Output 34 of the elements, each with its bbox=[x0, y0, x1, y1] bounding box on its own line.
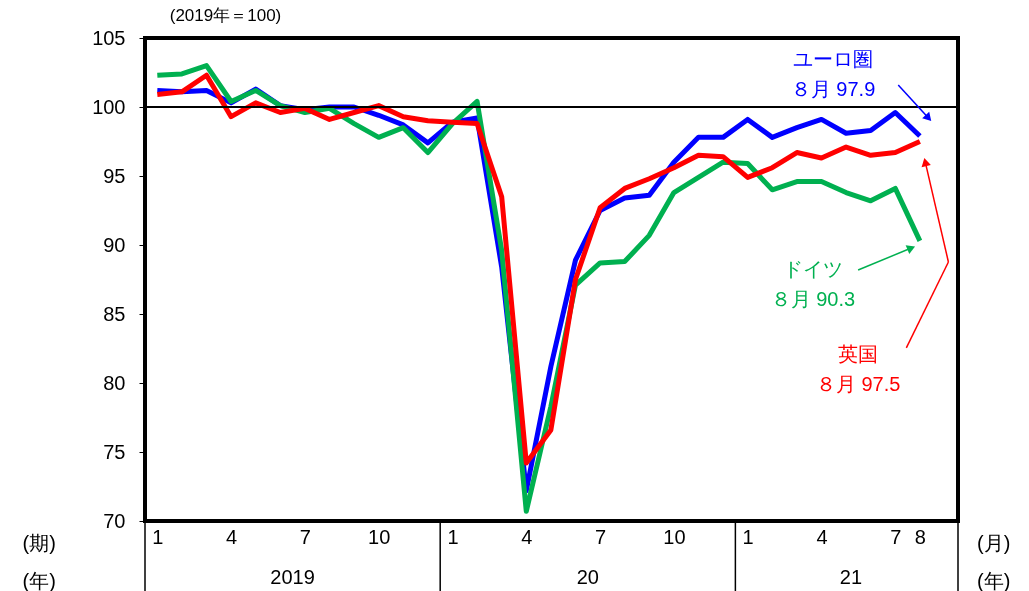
x-tick-label: 1 bbox=[447, 525, 459, 548]
annotation: ８月 97.9 bbox=[790, 77, 876, 100]
y-axis-title: (2019年＝100) bbox=[169, 5, 282, 25]
x-tick-label: 7 bbox=[299, 525, 311, 548]
x-tick-label: 10 bbox=[663, 525, 686, 548]
x-tick-label: 1 bbox=[152, 525, 164, 548]
x-tick-label: 7 bbox=[890, 525, 902, 548]
y-tick-label: 95 bbox=[103, 164, 126, 187]
text: (年) bbox=[977, 569, 1011, 591]
text: 20 bbox=[576, 565, 599, 588]
y-tick-label: 100 bbox=[92, 95, 126, 118]
text: (月) bbox=[977, 532, 1011, 555]
text: 英国 bbox=[838, 342, 879, 365]
y-tick-label: 75 bbox=[103, 440, 126, 463]
y-tick-label: 80 bbox=[103, 371, 126, 394]
y-tick-label: 70 bbox=[103, 509, 126, 532]
text: 2019 bbox=[270, 565, 315, 588]
x-tick-label: 1 bbox=[742, 525, 754, 548]
x-tick-label: 7 bbox=[595, 525, 607, 548]
x-tick-label: 4 bbox=[521, 525, 533, 548]
text: (期) bbox=[22, 532, 56, 555]
x-tick-label: 4 bbox=[816, 525, 828, 548]
x-tick-label: 10 bbox=[368, 525, 391, 548]
text: (年) bbox=[22, 569, 56, 591]
y-tick-label: 105 bbox=[92, 26, 126, 49]
legend-label: ドイツ bbox=[782, 257, 843, 280]
text: ユーロ圏 bbox=[793, 47, 874, 70]
y-tick-label: 90 bbox=[103, 233, 126, 256]
y-tick-label: 85 bbox=[103, 302, 126, 325]
annotation: ８月 90.3 bbox=[770, 287, 856, 310]
text: 21 bbox=[839, 565, 863, 588]
annotation: ８月 97.5 bbox=[815, 372, 901, 395]
x-tick-label: 8 bbox=[914, 525, 926, 548]
x-tick-label: 4 bbox=[226, 525, 238, 548]
